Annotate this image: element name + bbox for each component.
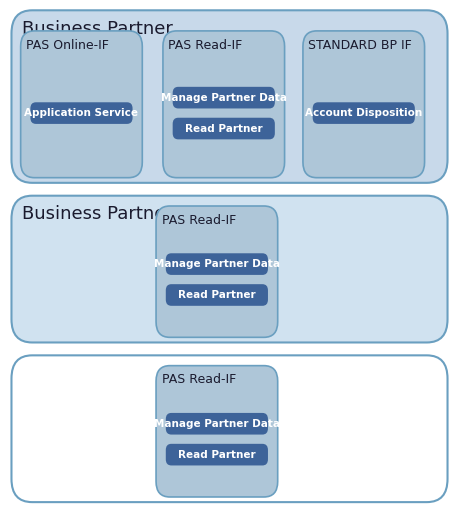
Text: Business Partner: Business Partner — [22, 20, 173, 38]
FancyBboxPatch shape — [303, 31, 425, 178]
Text: Manage Partner Data: Manage Partner Data — [154, 419, 280, 429]
Text: Read Partner: Read Partner — [178, 450, 256, 460]
FancyBboxPatch shape — [11, 10, 448, 183]
FancyBboxPatch shape — [173, 87, 275, 109]
Text: Manage Partner Data: Manage Partner Data — [154, 259, 280, 269]
Text: Read Partner: Read Partner — [178, 290, 256, 300]
Text: Account Disposition: Account Disposition — [305, 108, 422, 118]
FancyBboxPatch shape — [156, 366, 278, 497]
FancyBboxPatch shape — [11, 196, 448, 342]
Text: STANDARD BP IF: STANDARD BP IF — [308, 39, 412, 52]
Text: PAS Read-IF: PAS Read-IF — [162, 214, 236, 227]
FancyBboxPatch shape — [166, 444, 268, 466]
FancyBboxPatch shape — [313, 102, 415, 124]
FancyBboxPatch shape — [21, 31, 142, 178]
Text: Read Partner: Read Partner — [185, 124, 263, 133]
FancyBboxPatch shape — [156, 206, 278, 337]
FancyBboxPatch shape — [163, 31, 285, 178]
Text: PAS Read-IF: PAS Read-IF — [162, 373, 236, 386]
FancyBboxPatch shape — [173, 118, 275, 140]
FancyBboxPatch shape — [30, 102, 133, 124]
Text: PAS Read-IF: PAS Read-IF — [168, 39, 243, 52]
Text: Business Partner: Business Partner — [22, 205, 173, 223]
Text: Application Service: Application Service — [24, 108, 139, 118]
FancyBboxPatch shape — [166, 284, 268, 306]
FancyBboxPatch shape — [11, 355, 448, 502]
FancyBboxPatch shape — [166, 413, 268, 435]
Text: PAS Online-IF: PAS Online-IF — [26, 39, 109, 52]
FancyBboxPatch shape — [166, 253, 268, 275]
Text: Manage Partner Data: Manage Partner Data — [161, 93, 287, 102]
